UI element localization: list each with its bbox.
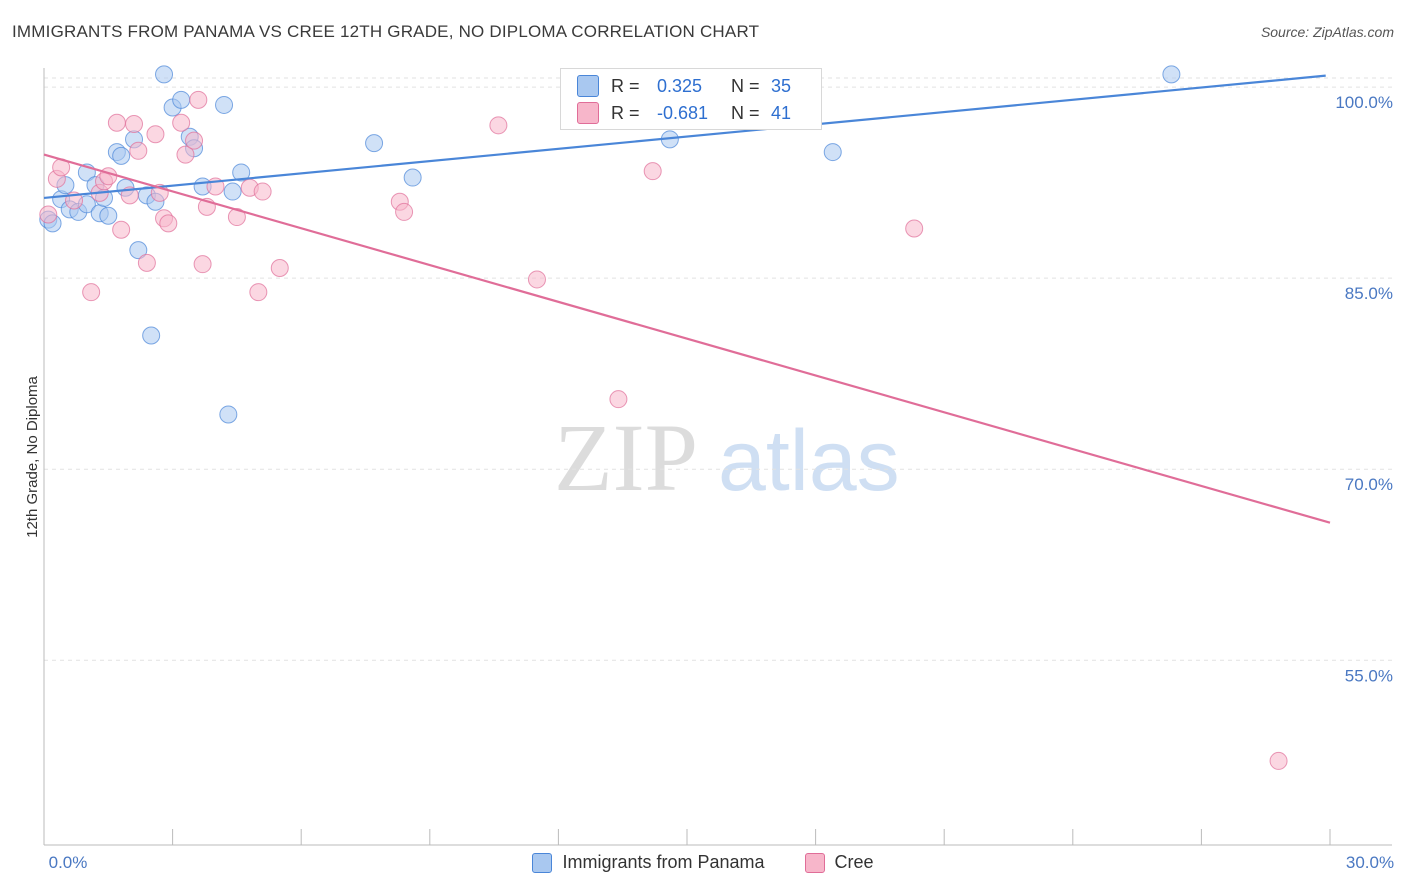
- point-series1-9: [112, 220, 131, 239]
- r-value: 0.325: [657, 75, 703, 96]
- point-series0-30: [365, 134, 384, 153]
- point-series0-16: [129, 241, 148, 260]
- point-series1-22: [193, 255, 212, 274]
- x-tick-label-0: 0.0%: [49, 853, 88, 872]
- point-series1-35: [643, 162, 662, 181]
- point-series0-20: [155, 65, 174, 84]
- r-label: R =: [611, 102, 640, 123]
- point-series1-31: [395, 202, 414, 221]
- legend-item-cree: Cree: [804, 852, 874, 873]
- stats-swatch-panama: [577, 75, 599, 97]
- point-series0-34: [1162, 65, 1181, 84]
- trend-line-0: [43, 74, 1326, 200]
- watermark: ZIP atlas: [554, 404, 900, 511]
- chart-source: Source: ZipAtlas.com: [1260, 24, 1394, 40]
- y-axis-label: 12th Grade, No Diploma: [24, 375, 41, 537]
- point-series1-17: [159, 214, 178, 233]
- point-series1-32: [489, 116, 508, 135]
- point-series1-29: [270, 258, 289, 277]
- y-tick-label-2: 85.0%: [1345, 284, 1393, 303]
- point-series1-4: [82, 283, 101, 302]
- y-tick-label-3: 100.0%: [1335, 93, 1393, 112]
- point-series0-18: [142, 326, 161, 345]
- n-label: N =: [731, 75, 760, 96]
- stats-swatch-cree: [577, 102, 599, 124]
- point-series1-21: [189, 90, 208, 109]
- y-tick-label-1: 70.0%: [1345, 475, 1393, 494]
- watermark-zip: ZIP: [554, 404, 698, 511]
- point-series1-34: [609, 390, 628, 409]
- n-value: 41: [771, 102, 792, 123]
- tick-labels: 55.0% 70.0% 85.0% 100.0% 0.0% 30.0%: [49, 93, 1394, 872]
- point-series1-19: [176, 145, 195, 164]
- stats-legend: R = 0.325 N = 35 R = -0.681 N = 41: [560, 68, 822, 130]
- chart-legend: Immigrants from Panama Cree: [0, 852, 1406, 873]
- point-series1-12: [129, 141, 148, 160]
- point-series1-8: [107, 113, 126, 132]
- point-series0-28: [223, 182, 242, 201]
- point-series1-37: [1269, 751, 1288, 770]
- point-series1-28: [253, 182, 272, 201]
- legend-item-panama: Immigrants from Panama: [532, 852, 765, 873]
- watermark-atlas: atlas: [718, 413, 900, 509]
- chart-title: IMMIGRANTS FROM PANAMA VS CREE 12TH GRAD…: [12, 22, 760, 41]
- point-series0-27: [219, 405, 238, 424]
- point-series0-26: [215, 95, 234, 114]
- trend-lines: [43, 74, 1331, 524]
- point-series1-33: [527, 270, 546, 289]
- n-label: N =: [731, 102, 760, 123]
- point-series0-13: [112, 146, 131, 165]
- point-series1-25: [227, 208, 246, 227]
- y-tick-label-0: 55.0%: [1345, 666, 1393, 685]
- data-points: [39, 65, 1288, 770]
- point-series1-0: [39, 205, 58, 224]
- point-series1-18: [172, 113, 191, 132]
- point-series0-22: [172, 90, 191, 109]
- point-series1-20: [185, 131, 204, 150]
- legend-label-cree: Cree: [834, 852, 874, 872]
- x-tick-label-1: 30.0%: [1346, 853, 1394, 872]
- trend-line-1: [43, 153, 1331, 524]
- stats-row-cree: R = -0.681 N = 41: [577, 101, 791, 125]
- point-series0-31: [403, 168, 422, 187]
- point-series1-36: [905, 219, 924, 238]
- stats-row-panama: R = 0.325 N = 35: [577, 74, 791, 98]
- point-series0-33: [823, 143, 842, 162]
- point-series0-11: [99, 206, 118, 225]
- legend-label-panama: Immigrants from Panama: [562, 852, 765, 872]
- point-series1-27: [249, 283, 268, 302]
- r-label: R =: [611, 75, 640, 96]
- r-value: -0.681: [657, 102, 709, 123]
- point-series1-11: [125, 115, 144, 134]
- legend-swatch-cree: [804, 852, 825, 873]
- point-series0-29: [232, 163, 251, 182]
- legend-swatch-panama: [532, 852, 553, 873]
- n-value: 35: [771, 75, 792, 96]
- point-series1-13: [137, 253, 156, 272]
- point-series1-14: [146, 125, 165, 144]
